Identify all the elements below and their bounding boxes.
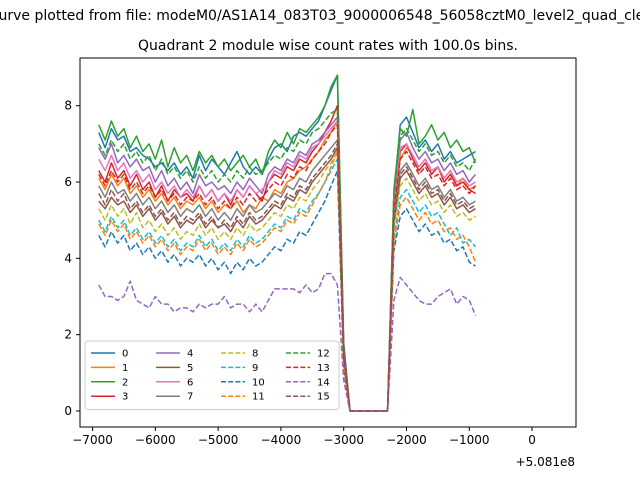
series-line-15 bbox=[98, 143, 476, 412]
x-tick-label: −7000 bbox=[72, 433, 113, 447]
legend-label-9: 9 bbox=[252, 363, 258, 374]
y-tick-label: 2 bbox=[64, 328, 72, 342]
legend-label-2: 2 bbox=[122, 377, 128, 388]
plot-area bbox=[79, 57, 577, 428]
legend-label-11: 11 bbox=[252, 392, 265, 403]
x-tick-label: −1000 bbox=[449, 433, 490, 447]
y-tick-label: 6 bbox=[64, 175, 72, 189]
series-line-13 bbox=[98, 124, 477, 412]
series-line-0 bbox=[98, 74, 476, 412]
series-line-8 bbox=[98, 150, 476, 412]
series-layer bbox=[98, 74, 477, 412]
legend-label-1: 1 bbox=[122, 363, 128, 374]
series-line-4 bbox=[98, 116, 477, 412]
y-tick-label: 8 bbox=[64, 99, 72, 113]
series-line-6 bbox=[98, 120, 476, 412]
legend-label-8: 8 bbox=[252, 349, 258, 360]
legend-label-14: 14 bbox=[317, 377, 330, 388]
series-line-2 bbox=[98, 74, 477, 412]
legend-label-12: 12 bbox=[317, 349, 330, 360]
y-axis: 0 2 4 6 8 bbox=[64, 99, 80, 418]
legend-label-6: 6 bbox=[187, 377, 193, 388]
legend-box bbox=[84, 340, 340, 411]
x-tick-label: −6000 bbox=[135, 433, 176, 447]
series-line-11 bbox=[98, 150, 477, 412]
legend-label-15: 15 bbox=[317, 392, 330, 403]
series-line-7 bbox=[98, 139, 476, 412]
x-tick-label: −2000 bbox=[386, 433, 427, 447]
x-tick-label: −3000 bbox=[323, 433, 364, 447]
y-tick-label: 4 bbox=[64, 251, 72, 265]
y-tick-label: 0 bbox=[64, 404, 72, 418]
series-line-10 bbox=[98, 169, 476, 412]
suptitle: Light curve plotted from file: modeM0/AS… bbox=[0, 8, 640, 24]
series-line-14 bbox=[98, 272, 477, 412]
legend-label-4: 4 bbox=[187, 349, 193, 360]
axes-frame bbox=[79, 57, 577, 428]
legend-label-5: 5 bbox=[187, 363, 193, 374]
x-offset-label: +5.081e8 bbox=[516, 455, 575, 469]
legend-label-10: 10 bbox=[252, 377, 265, 388]
legend-label-13: 13 bbox=[317, 363, 330, 374]
series-line-12 bbox=[98, 108, 477, 412]
x-tick-label: 0 bbox=[528, 433, 536, 447]
x-axis: −7000 −6000 −5000 −4000 −3000 −2000 −1000 0 bbox=[72, 427, 536, 447]
legend-label-0: 0 bbox=[122, 349, 128, 360]
series-line-5 bbox=[98, 146, 476, 412]
legend-label-7: 7 bbox=[187, 392, 193, 403]
chart-title: Quadrant 2 module wise count rates with … bbox=[138, 38, 518, 54]
x-tick-label: −4000 bbox=[261, 433, 302, 447]
series-line-3 bbox=[98, 104, 476, 412]
series-line-9 bbox=[98, 158, 477, 412]
legend-label-3: 3 bbox=[122, 392, 128, 403]
x-tick-label: −5000 bbox=[198, 433, 239, 447]
